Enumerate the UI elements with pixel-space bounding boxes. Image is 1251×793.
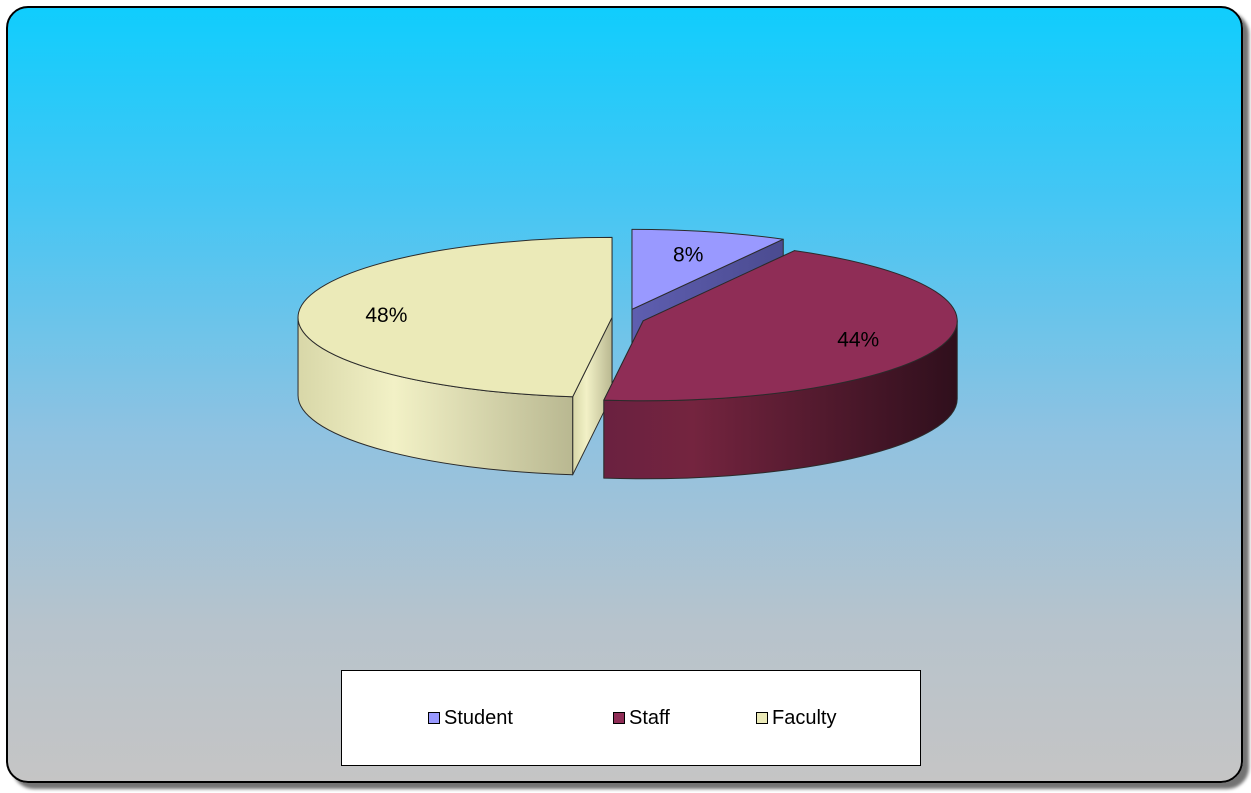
pct-label-student: 8% xyxy=(673,244,703,267)
pct-label-faculty: 48% xyxy=(365,304,407,327)
pie-slice-staff xyxy=(603,250,958,480)
legend-label-faculty: Faculty xyxy=(772,706,837,729)
legend-label-student: Student xyxy=(444,706,513,729)
legend-item-student: Student xyxy=(428,706,513,730)
pie-chart: 8% 48% 44% xyxy=(297,228,958,480)
legend-item-staff: Staff xyxy=(613,706,670,730)
legend-label-staff: Staff xyxy=(629,706,670,729)
pie-slice-faculty xyxy=(297,236,613,476)
pct-label-staff: 44% xyxy=(837,329,879,352)
legend-swatch-student xyxy=(428,712,440,724)
chart-frame: 8% 48% 44% Student Staff Faculty xyxy=(6,6,1243,783)
legend-item-faculty: Faculty xyxy=(756,706,836,730)
legend-swatch-faculty xyxy=(756,712,768,724)
legend-swatch-staff xyxy=(613,712,625,724)
legend: Student Staff Faculty xyxy=(341,670,921,766)
